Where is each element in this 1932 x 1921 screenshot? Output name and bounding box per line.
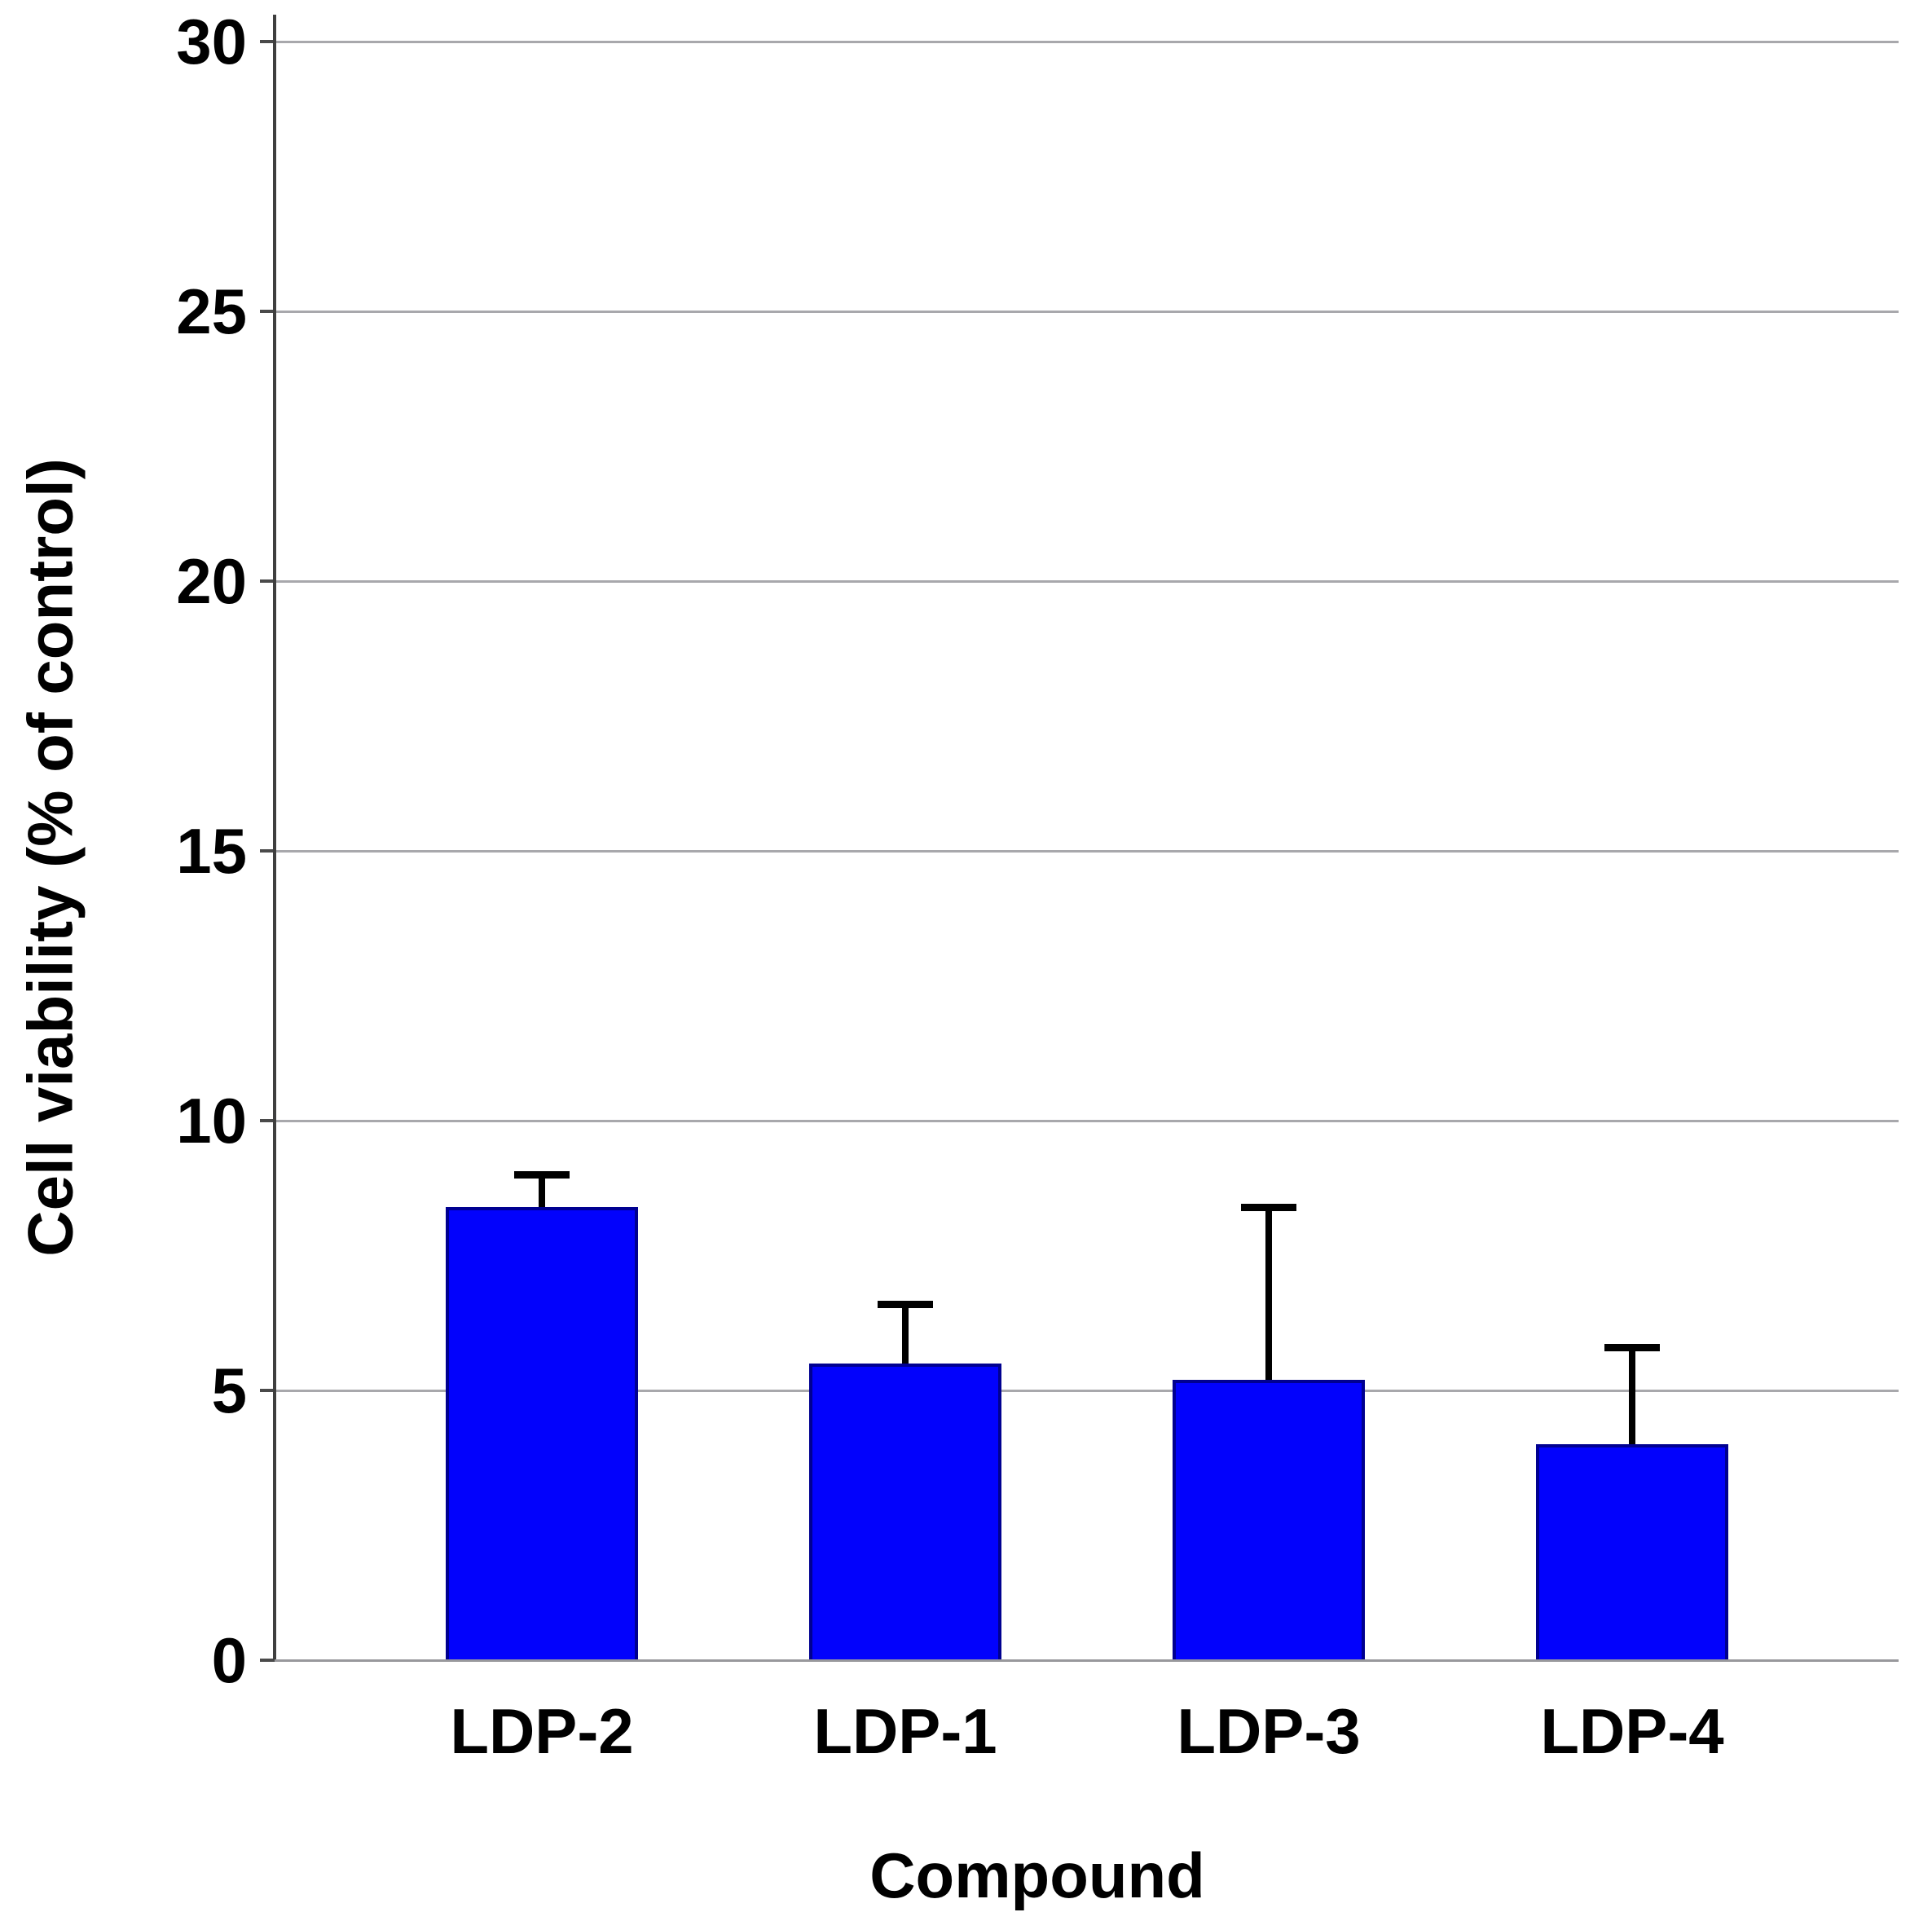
error-bar-cap-ldp-2 <box>514 1171 570 1179</box>
gridline-5 <box>275 1389 1899 1392</box>
bar-ldp-2 <box>446 1207 638 1660</box>
bar-ldp-4 <box>1536 1444 1728 1660</box>
error-bar-cap-ldp-3 <box>1241 1204 1296 1211</box>
error-bar-cap-ldp-1 <box>878 1301 933 1308</box>
gridline-10 <box>275 1119 1899 1122</box>
x-label-ldp-1: LDP-1 <box>813 1695 997 1767</box>
bar-ldp-3 <box>1173 1380 1365 1660</box>
y-tick-label-20: 20 <box>176 545 247 617</box>
y-tick-label-25: 25 <box>176 275 247 347</box>
y-tick-label-30: 30 <box>176 6 247 77</box>
y-tick-label-10: 10 <box>176 1085 247 1157</box>
x-label-ldp-4: LDP-4 <box>1540 1695 1724 1767</box>
gridline-15 <box>275 849 1899 853</box>
y-axis-line <box>273 15 276 1660</box>
y-tick-5 <box>260 1389 275 1392</box>
y-tick-10 <box>260 1119 275 1122</box>
error-bar-stem-ldp-2 <box>539 1174 545 1207</box>
bar-ldp-1 <box>809 1364 1001 1660</box>
y-tick-25 <box>260 310 275 313</box>
y-tick-label-5: 5 <box>211 1355 247 1426</box>
error-bar-stem-ldp-3 <box>1265 1207 1272 1380</box>
x-axis-baseline <box>275 1659 1899 1662</box>
y-tick-label-0: 0 <box>211 1624 247 1696</box>
error-bar-stem-ldp-4 <box>1629 1347 1635 1444</box>
x-label-ldp-2: LDP-2 <box>450 1695 634 1767</box>
error-bar-stem-ldp-1 <box>902 1304 909 1364</box>
y-tick-20 <box>260 579 275 583</box>
y-tick-15 <box>260 849 275 853</box>
x-label-ldp-3: LDP-3 <box>1177 1695 1361 1767</box>
gridline-30 <box>275 40 1899 43</box>
error-bar-cap-ldp-4 <box>1604 1344 1660 1351</box>
y-axis-title: Cell viability (% of control) <box>14 458 86 1257</box>
x-axis-title: Compound <box>869 1839 1205 1911</box>
gridline-20 <box>275 579 1899 583</box>
y-tick-0 <box>260 1659 275 1662</box>
y-tick-30 <box>260 40 275 43</box>
gridline-25 <box>275 310 1899 313</box>
y-tick-label-15: 15 <box>176 815 247 887</box>
